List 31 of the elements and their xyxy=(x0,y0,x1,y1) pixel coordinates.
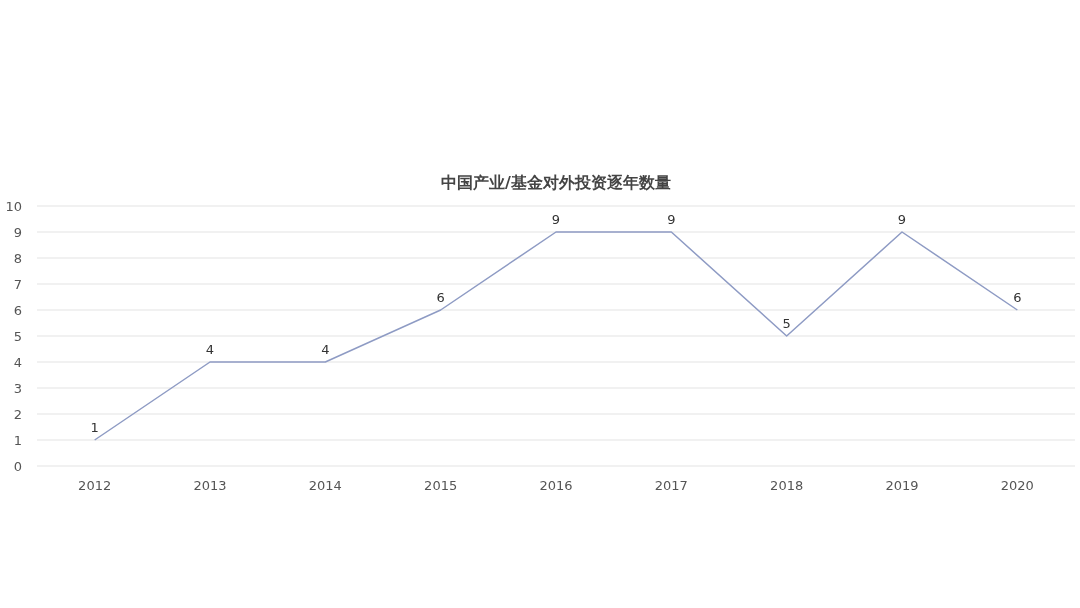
x-tick-label: 2015 xyxy=(424,478,458,493)
y-tick-label: 0 xyxy=(13,459,22,474)
x-tick-label: 2018 xyxy=(770,478,804,493)
data-label: 5 xyxy=(782,316,791,331)
x-tick-label: 2016 xyxy=(539,478,573,493)
data-label: 6 xyxy=(436,290,445,305)
y-tick-label: 3 xyxy=(13,381,22,396)
y-tick-label: 2 xyxy=(13,407,22,422)
x-tick-label: 2012 xyxy=(78,478,112,493)
data-label: 9 xyxy=(897,212,907,227)
x-tick-label: 2013 xyxy=(193,478,227,493)
y-tick-label: 1 xyxy=(13,433,22,448)
y-tick-label: 9 xyxy=(13,225,22,240)
x-tick-label: 2014 xyxy=(308,478,342,493)
data-label: 9 xyxy=(667,212,676,227)
data-label: 4 xyxy=(205,342,215,357)
y-tick-label: 10 xyxy=(5,199,22,214)
x-tick-label: 2019 xyxy=(885,478,919,493)
chart-title: 中国产业/基金对外投资逐年数量 xyxy=(441,173,671,192)
y-tick-label: 5 xyxy=(13,329,22,344)
y-tick-label: 6 xyxy=(13,303,22,318)
y-tick-label: 7 xyxy=(13,277,22,292)
data-label: 1 xyxy=(90,420,99,435)
y-tick-label: 4 xyxy=(13,355,22,370)
data-label: 9 xyxy=(551,212,561,227)
line-series xyxy=(93,231,1019,441)
x-tick-label: 2017 xyxy=(654,478,688,493)
y-tick-label: 8 xyxy=(13,251,22,266)
data-label: 4 xyxy=(321,342,330,357)
data-label: 6 xyxy=(1013,290,1022,305)
x-tick-label: 2020 xyxy=(1000,478,1034,493)
